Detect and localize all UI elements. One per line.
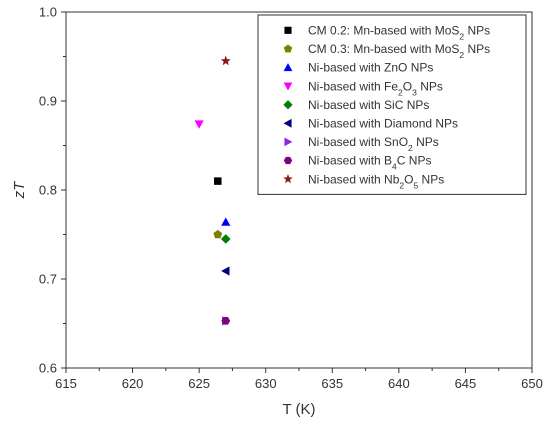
legend-label: CM 0.2: Mn-based with MoS2 NPs	[308, 24, 490, 42]
data-point	[213, 229, 223, 239]
axes-group: 615 620 625 630 635 640 645 650 0.6 0.7 0.8 0.9 1.0	[39, 5, 543, 392]
data-point	[220, 55, 231, 66]
legend-marker	[283, 44, 293, 53]
x-tick-label: 640	[388, 376, 410, 391]
legend-label: Ni-based with Nb2O5 NPs	[308, 172, 444, 190]
data-point	[221, 317, 231, 325]
y-tick-label: 1.0	[39, 5, 57, 20]
legend-marker	[283, 63, 293, 72]
legend-label: CM 0.3: Mn-based with MoS2 NPs	[308, 42, 490, 60]
data-point	[220, 234, 231, 244]
legend-marker	[284, 26, 292, 34]
data-points-group	[194, 55, 231, 326]
legend-label: Ni-based with SiC NPs	[308, 98, 429, 112]
x-tick-label: 615	[55, 376, 77, 391]
data-point	[221, 266, 230, 276]
legend-marker	[283, 156, 293, 165]
y-tick-label: 0.6	[39, 361, 57, 376]
legend-marker	[283, 82, 293, 91]
data-point	[214, 177, 222, 185]
x-tick-label: 625	[188, 376, 210, 391]
data-point	[221, 217, 231, 226]
legend-marker	[284, 137, 293, 147]
x-tick-label: 650	[521, 376, 543, 391]
x-tick-label: 620	[122, 376, 144, 391]
legend-label: Ni-based with Fe2O3 NPs	[308, 79, 443, 97]
x-tick-label: 645	[455, 376, 477, 391]
x-tick-label: 635	[321, 376, 343, 391]
y-tick-label: 0.7	[39, 272, 57, 287]
legend-box	[257, 14, 527, 195]
x-tick-label: 630	[255, 376, 277, 391]
y-tick-label: 0.9	[39, 94, 57, 109]
legend-marker	[283, 100, 293, 110]
data-point	[194, 120, 204, 129]
legend-label: Ni-based with Diamond NPs	[308, 117, 458, 131]
y-tick-label: 0.8	[39, 183, 57, 198]
legend-label: Ni-based with B4C NPs	[308, 154, 431, 172]
legend-marker	[283, 118, 292, 128]
legend-marker	[283, 174, 293, 184]
x-axis-label: T (K)	[282, 401, 315, 418]
legend-label: Ni-based with SnO2 NPs	[308, 135, 439, 153]
y-axis-label: zT	[11, 180, 28, 200]
legend-label: Ni-based with ZnO NPs	[308, 61, 433, 75]
